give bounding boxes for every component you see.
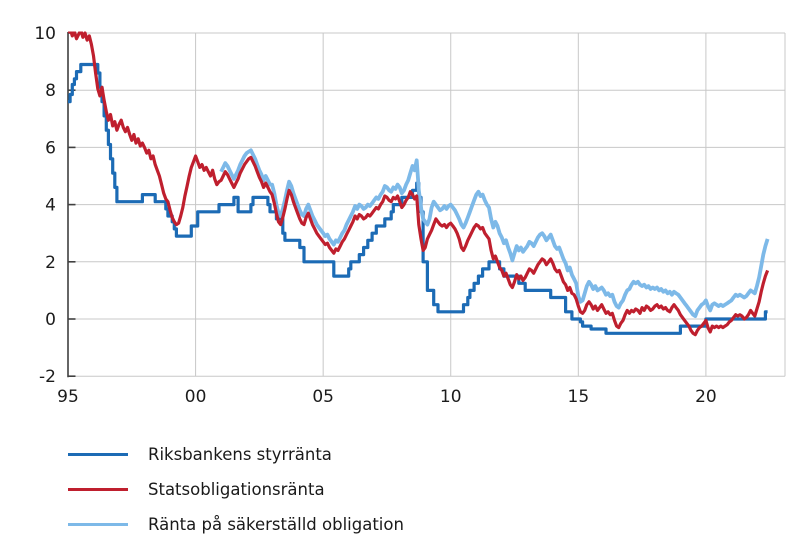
legend: Riksbankens styrränta Statsobligationsrä… <box>68 437 404 542</box>
x-tick-labels: 95 00 05 10 15 20 <box>57 387 717 407</box>
x-tick-label: 15 <box>568 387 590 407</box>
legend-label-policy-rate: Riksbankens styrränta <box>148 445 332 464</box>
legend-line-policy-rate <box>68 453 128 456</box>
legend-item-government-bond-rate: Statsobligationsränta <box>68 472 404 507</box>
gridlines <box>68 32 786 377</box>
x-tick-label: 20 <box>695 387 717 407</box>
series-line-1 <box>68 31 770 337</box>
x-tick-label: 10 <box>440 387 462 407</box>
y-tick-label: 6 <box>45 138 56 158</box>
y-tick-label: 10 <box>34 24 56 44</box>
y-tick-label: 2 <box>45 253 56 273</box>
legend-item-policy-rate: Riksbankens styrränta <box>68 437 404 472</box>
legend-label-covered-bond-rate: Ränta på säkerställd obligation <box>148 515 404 534</box>
y-tick-label: 8 <box>45 81 56 101</box>
x-tick-label: 00 <box>185 387 207 407</box>
legend-label-government-bond-rate: Statsobligationsränta <box>148 480 325 499</box>
legend-line-covered-bond-rate <box>68 523 128 526</box>
y-tick-label: 0 <box>45 310 56 330</box>
series-line-2 <box>219 148 770 318</box>
x-tick-label: 95 <box>57 387 79 407</box>
y-tick-label: 4 <box>45 196 56 216</box>
legend-line-government-bond-rate <box>68 488 128 491</box>
y-tick-labels: 10 8 6 4 2 0 -2 <box>34 24 56 387</box>
x-tick-label: 05 <box>312 387 334 407</box>
y-tick-label: -2 <box>39 367 56 387</box>
legend-item-covered-bond-rate: Ränta på säkerställd obligation <box>68 507 404 542</box>
